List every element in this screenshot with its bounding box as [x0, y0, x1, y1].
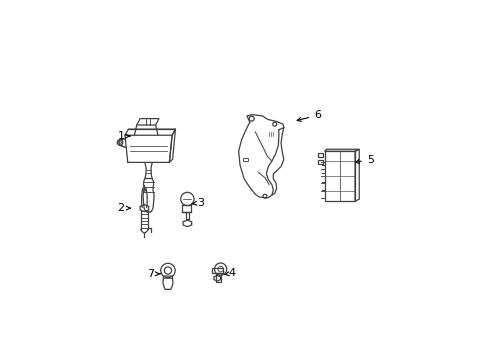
Text: 6: 6 — [297, 110, 321, 121]
Text: 4: 4 — [225, 268, 235, 278]
Bar — [243, 158, 248, 161]
Bar — [324, 151, 355, 201]
Text: 1: 1 — [117, 131, 130, 141]
Text: 5: 5 — [355, 155, 374, 165]
Text: 7: 7 — [147, 269, 160, 279]
Text: 3: 3 — [192, 198, 204, 208]
Text: 2: 2 — [117, 203, 130, 213]
